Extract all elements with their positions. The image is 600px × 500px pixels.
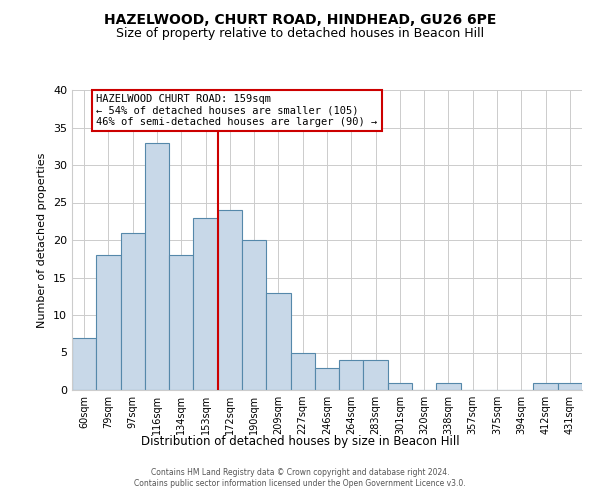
Bar bbox=[290, 352, 315, 390]
Text: HAZELWOOD CHURT ROAD: 159sqm
← 54% of detached houses are smaller (105)
46% of s: HAZELWOOD CHURT ROAD: 159sqm ← 54% of de… bbox=[96, 94, 377, 127]
Bar bbox=[315, 368, 339, 390]
Bar bbox=[339, 360, 364, 390]
Text: Contains HM Land Registry data © Crown copyright and database right 2024.
Contai: Contains HM Land Registry data © Crown c… bbox=[134, 468, 466, 487]
Bar bbox=[266, 292, 290, 390]
Text: Distribution of detached houses by size in Beacon Hill: Distribution of detached houses by size … bbox=[140, 435, 460, 448]
Bar bbox=[169, 255, 193, 390]
Bar bbox=[436, 382, 461, 390]
Bar bbox=[558, 382, 582, 390]
Text: Size of property relative to detached houses in Beacon Hill: Size of property relative to detached ho… bbox=[116, 28, 484, 40]
Bar bbox=[388, 382, 412, 390]
Bar bbox=[193, 218, 218, 390]
Bar bbox=[121, 232, 145, 390]
Bar bbox=[242, 240, 266, 390]
Bar bbox=[218, 210, 242, 390]
Bar bbox=[533, 382, 558, 390]
Y-axis label: Number of detached properties: Number of detached properties bbox=[37, 152, 47, 328]
Bar bbox=[72, 338, 96, 390]
Bar bbox=[364, 360, 388, 390]
Bar bbox=[96, 255, 121, 390]
Text: HAZELWOOD, CHURT ROAD, HINDHEAD, GU26 6PE: HAZELWOOD, CHURT ROAD, HINDHEAD, GU26 6P… bbox=[104, 12, 496, 26]
Bar bbox=[145, 142, 169, 390]
